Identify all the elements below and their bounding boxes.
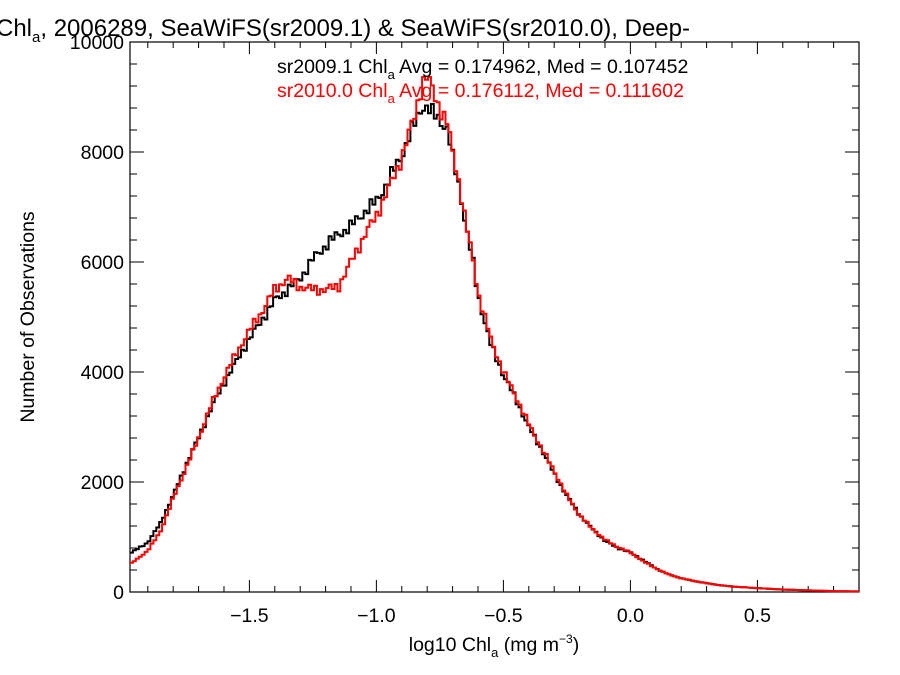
- y-tick-label: 8000: [81, 142, 125, 164]
- stats-line-sr2009: sr2009.1 Chla Avg = 0.174962, Med = 0.10…: [277, 56, 688, 82]
- plot-frame: [129, 41, 860, 593]
- x-tick-label: 0.5: [744, 605, 771, 627]
- data-series: [130, 76, 859, 593]
- y-tick-label: 2000: [81, 472, 125, 494]
- y-tick-label: 6000: [81, 252, 125, 274]
- axis-ticks: −1.5 −1.0 −0.5 0.0 0.5 0 2000 4000 6000 8000 10000: [70, 32, 860, 627]
- series-line-1: [130, 76, 859, 593]
- y-tick-label: 0: [113, 582, 124, 604]
- x-axis-label: log10 Chla (mg m−3): [409, 632, 579, 660]
- y-tick-label: 4000: [81, 362, 125, 384]
- x-tick-label: −1.0: [357, 605, 396, 627]
- stats-line-sr2010: sr2010.0 Chla Avg = 0.176112, Med = 0.11…: [277, 80, 684, 106]
- x-tick-label: −1.5: [230, 605, 269, 627]
- y-axis-label: Number of Observations: [17, 211, 39, 423]
- y-tick-label: 10000: [70, 32, 124, 54]
- x-tick-label: −0.5: [484, 605, 523, 627]
- x-tick-label: 0.0: [617, 605, 644, 627]
- chart-title: Chla, 2006289, SeaWiFS(sr2009.1) & SeaWi…: [0, 15, 690, 46]
